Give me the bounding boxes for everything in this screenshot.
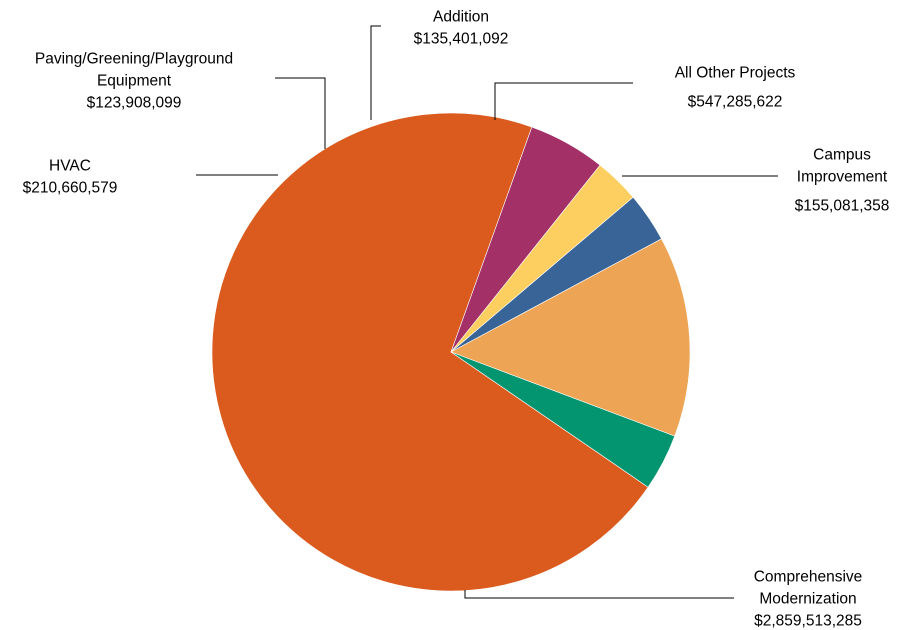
slice-category-label: Addition — [433, 9, 489, 26]
slice-category-label: HVAC — [49, 158, 91, 175]
pie-slice — [450, 238, 691, 437]
leader-line — [370, 25, 381, 120]
slice-labels: Comprehensive Modernization $2,859,513,285… — [23, 9, 890, 630]
pie-slice — [450, 351, 676, 488]
leader-line — [275, 77, 326, 149]
slice-category-label: Improvement — [797, 169, 888, 186]
slice-value-label: $2,859,513,285 — [754, 613, 862, 630]
pie-slices — [211, 112, 691, 592]
slice-category-label: Equipment — [97, 73, 172, 90]
slice-category-label: Campus — [813, 147, 871, 164]
slice-category-label: All Other Projects — [675, 65, 796, 82]
leader-line — [494, 82, 633, 120]
leader-lines — [196, 25, 778, 599]
slice-category-label: Modernization — [759, 591, 856, 608]
slice-value-label: $547,285,622 — [688, 94, 783, 111]
slice-value-label: $135,401,092 — [414, 31, 509, 48]
slice-category-label: Paving/Greening/Playground — [35, 51, 233, 68]
slice-value-label: $210,660,579 — [23, 180, 118, 197]
slice-value-label: $123,908,099 — [87, 95, 182, 112]
slice-value-label: $155,081,358 — [795, 198, 890, 215]
pie-slice — [211, 112, 649, 592]
leader-line — [464, 590, 734, 599]
slice-category-label: Comprehensive — [754, 569, 863, 586]
